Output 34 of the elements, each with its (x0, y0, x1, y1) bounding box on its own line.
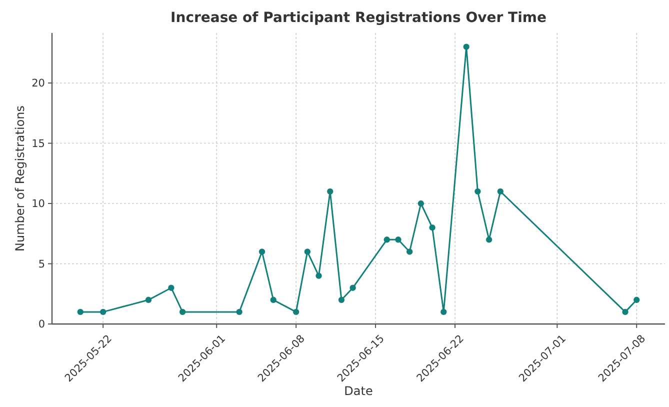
point (258, 248, 266, 255)
chart-title: Increase of Participant Registrations Over Time (170, 10, 546, 26)
point (634, 296, 640, 303)
x-axis-title: Date (344, 384, 373, 398)
y-axis-title: Number of Registrations (13, 105, 27, 252)
point (463, 44, 470, 50)
point (77, 308, 84, 316)
point (316, 272, 322, 279)
point (179, 308, 186, 316)
point (350, 284, 356, 291)
point (236, 308, 242, 316)
y-tick-label: 5 (38, 258, 45, 270)
y-tick-label: 15 (32, 138, 45, 150)
point (327, 188, 334, 195)
point (622, 308, 628, 316)
point (100, 308, 106, 316)
y-tick-label: 10 (32, 198, 45, 210)
point (486, 236, 492, 243)
point (497, 188, 504, 195)
point (418, 200, 424, 207)
point (395, 236, 402, 243)
point (304, 248, 311, 255)
point (145, 296, 152, 303)
point (406, 248, 413, 255)
point (474, 188, 481, 195)
point (338, 296, 345, 303)
point (292, 308, 300, 316)
point (270, 296, 276, 303)
y-tick-label: 20 (32, 78, 45, 90)
point (168, 284, 174, 291)
y-tick-label: 0 (38, 318, 45, 331)
point (429, 224, 436, 231)
point (384, 236, 390, 243)
point (440, 308, 447, 316)
